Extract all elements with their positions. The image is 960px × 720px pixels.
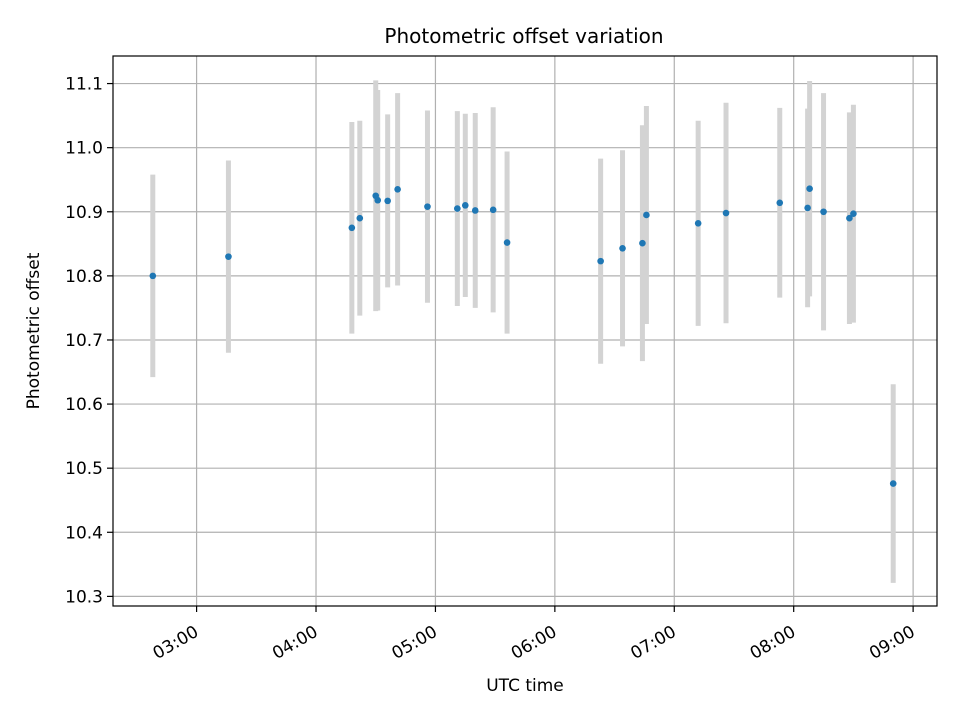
data-point [639,239,646,247]
y-tick-label: 10.9 [65,203,103,223]
grid [113,56,937,606]
data-point [471,207,479,214]
data-point [804,204,811,212]
data-point [820,208,827,216]
data-point [806,185,813,192]
data-point [454,205,461,212]
data-point [149,272,157,280]
data-point [850,210,857,217]
x-axis-ticks: 03:00 04:00 05:00 06:00 07:00 08:00 09:00 [150,606,919,664]
data-point [225,253,232,260]
data-point [348,224,356,232]
y-tick-label: 10.5 [65,459,103,479]
data-point [489,206,497,214]
y-tick-label: 10.3 [65,587,103,607]
y-tick-label: 10.8 [65,267,103,287]
y-tick-label: 10.7 [65,331,103,351]
y-tick-label: 11.1 [65,75,103,95]
plot-frame [112,55,938,607]
data-point [643,211,650,219]
data-points [149,185,897,487]
data-point [846,214,853,222]
y-tick-label: 11.0 [65,139,103,159]
data-point [776,199,784,207]
data-point [394,186,401,193]
y-axis-ticks: 10.3 10.4 10.5 10.6 10.7 10.8 10.9 11.0 11.1 [65,75,113,607]
data-point [384,197,391,205]
chart-title: Photometric offset variation [384,24,663,48]
x-axis-label: UTC time [486,676,564,696]
y-axis-label: Photometric offset [24,252,44,409]
data-point [461,202,469,209]
data-point [889,480,897,487]
data-point [374,196,382,204]
data-point [722,209,730,217]
data-point [694,220,702,227]
y-tick-label: 10.6 [65,395,103,415]
data-point [356,214,364,222]
y-tick-label: 10.4 [65,523,103,543]
data-point [619,245,626,252]
data-point [597,257,604,265]
data-point [503,239,511,246]
data-point [424,203,431,210]
